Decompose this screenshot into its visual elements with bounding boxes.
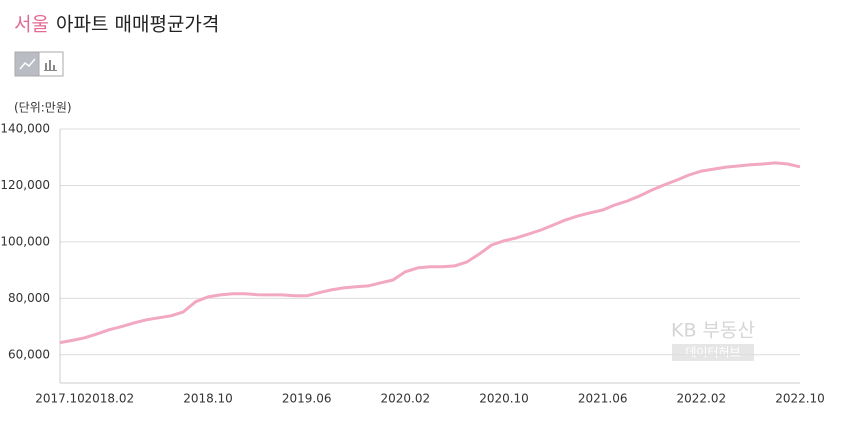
line-icon bbox=[19, 58, 36, 70]
unit-label: (단위:만원) bbox=[14, 101, 72, 115]
line-button[interactable] bbox=[14, 51, 40, 77]
x-tick-label: 2018.10 bbox=[183, 392, 233, 406]
x-tick-label: 2018.02 bbox=[85, 392, 135, 406]
x-tick-label: 2020.10 bbox=[479, 392, 529, 406]
x-tick-label: 2017.10 bbox=[35, 392, 85, 406]
watermark-box bbox=[672, 344, 754, 361]
watermark-sub: 데이터허브 bbox=[685, 346, 740, 360]
watermark-brand: KB 부동산 bbox=[671, 320, 755, 342]
y-tick-label: 120,000 bbox=[0, 178, 50, 192]
chart-type-toggle bbox=[14, 51, 64, 77]
y-tick-label: 140,000 bbox=[0, 122, 50, 136]
x-tick-label: 2019.06 bbox=[282, 392, 332, 406]
y-tick-label: 100,000 bbox=[0, 234, 50, 248]
title: 아파트 매매평균가격 bbox=[56, 14, 219, 36]
data-line bbox=[59, 161, 801, 345]
bar-icon bbox=[44, 60, 57, 71]
y-tick-label: 60,000 bbox=[8, 347, 50, 361]
title-region: 서울 bbox=[14, 14, 49, 36]
x-tick-label: 2022.02 bbox=[677, 392, 727, 406]
x-tick-label: 2020.02 bbox=[381, 392, 431, 406]
x-tick-label: 2022.10 bbox=[775, 392, 825, 406]
x-tick-label: 2021.06 bbox=[578, 392, 628, 406]
y-tick-label: 80,000 bbox=[8, 291, 50, 305]
